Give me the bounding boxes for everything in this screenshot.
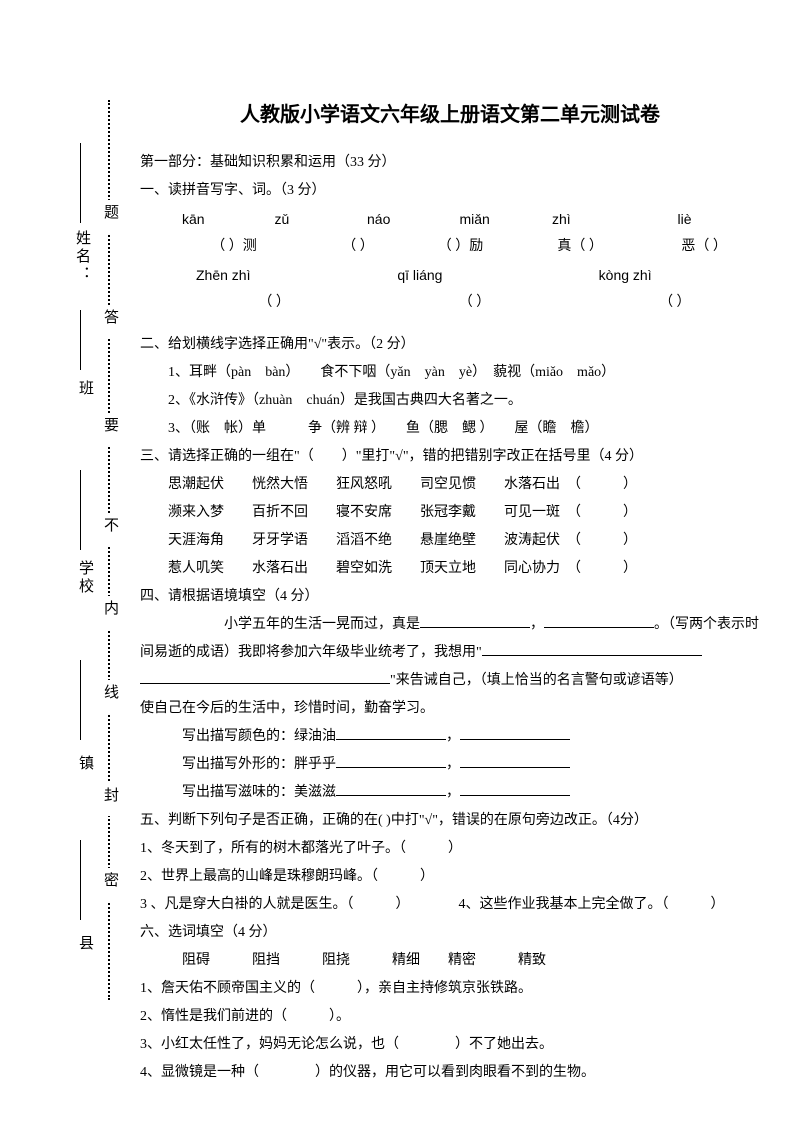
blank: （ ）测	[161, 233, 307, 261]
q1-blank-row2: （ ） （ ） （ ）	[140, 289, 760, 317]
q4-text: 写出描写外形的：胖乎乎	[182, 757, 336, 772]
q4-text: 间易逝的成语）我即将参加六年级毕业统考了，我想用"	[140, 645, 482, 660]
binding-label-class: 班	[75, 380, 96, 398]
main-content: 人教版小学语文六年级上册语文第二单元测试卷 第一部分：基础知识积累和运用（33 …	[140, 95, 760, 1087]
binding-char-7: 封	[100, 783, 121, 816]
q4-heading: 四、请根据语境填空（4 分）	[140, 583, 760, 611]
pinyin: miǎn	[460, 205, 543, 233]
q6-line4: 4、显微镜是一种（ ）的仪器，用它可以看到肉眼看不到的生物。	[140, 1059, 760, 1087]
q4-green: 写出描写颜色的：绿油油，	[140, 723, 760, 751]
q3-line: 天涯海角 牙牙学语 滔滔不绝 悬崖绝壁 波涛起伏 （ ）	[140, 527, 760, 555]
pinyin: kān	[182, 205, 265, 233]
binding-char-1: 题	[100, 200, 121, 233]
q4-text	[140, 611, 224, 639]
blank: （ ）励	[409, 233, 512, 261]
pinyin: qī liáng	[397, 261, 558, 289]
blank: （ ）	[315, 233, 401, 261]
q1-pinyin-row1: kān zǔ náo miǎn zhì liè	[140, 205, 760, 233]
fill-blank[interactable]	[336, 726, 446, 740]
q6-line1: 1、詹天佑不顾帝国主义的（ ），亲自主持修筑京张铁路。	[140, 975, 760, 1003]
fill-blank[interactable]	[460, 726, 570, 740]
q4-body3: "来告诫自己，（填上恰当的名言警句或谚语等）	[140, 667, 760, 695]
blank: （ ）	[389, 289, 559, 317]
binding-label-town: 镇	[75, 755, 96, 773]
binding-underline-name	[80, 143, 81, 223]
binding-label-name: 姓名：	[72, 230, 93, 284]
fill-blank[interactable]	[420, 614, 530, 628]
binding-char-8: 密	[100, 868, 121, 901]
q5-line1: 1、冬天到了，所有的树木都落光了叶子。（ ）	[140, 835, 760, 863]
fill-blank[interactable]	[482, 642, 702, 656]
q6-line3: 3、小红太任性了，妈妈无论怎么说，也（ ）不了她出去。	[140, 1031, 760, 1059]
fill-blank[interactable]	[544, 614, 654, 628]
exam-title: 人教版小学语文六年级上册语文第二单元测试卷	[140, 95, 760, 135]
blank: （ ）	[189, 289, 359, 317]
binding-char-2: 答	[100, 305, 121, 338]
q2-line1: 1、耳畔（pàn bàn） 食不下咽（yǎn yàn yè） 藐视（miǎo m…	[140, 359, 760, 387]
q1-heading: 一、读拼音写字、词。（3 分）	[140, 177, 760, 205]
binding-char-5: 内	[100, 596, 121, 629]
binding-underline-county	[80, 840, 81, 920]
pinyin: liè	[678, 205, 761, 233]
binding-underline-town	[80, 660, 81, 740]
pinyin: Zhēn zhì	[196, 261, 357, 289]
pinyin: kòng zhì	[599, 261, 760, 289]
q4-body: 小学五年的生活一晃而过，真是，。（写两个表示时	[140, 611, 760, 639]
binding-char-3: 要	[100, 413, 121, 446]
q4-text: 小学五年的生活一晃而过，真是	[224, 617, 420, 632]
part1-heading: 第一部分：基础知识积累和运用（33 分）	[140, 149, 760, 177]
q6-words: 阻碍 阻挡 阻挠 精细 精密 精致	[140, 947, 760, 975]
fill-blank[interactable]	[336, 782, 446, 796]
q4-text: 写出描写滋味的：美滋滋	[182, 785, 336, 800]
binding-char-6: 线	[100, 680, 121, 713]
binding-dotted-line	[108, 100, 110, 1000]
pinyin: náo	[367, 205, 450, 233]
fill-blank[interactable]	[460, 754, 570, 768]
q4-text: "来告诫自己，（填上恰当的名言警句或谚语等）	[390, 673, 683, 688]
binding-label-county: 县	[75, 935, 96, 953]
pinyin: zǔ	[275, 205, 358, 233]
q2-line2: 2、《水浒传》（zhuàn chuán）是我国古典四大名著之一。	[140, 387, 760, 415]
blank: 真（ ）	[520, 233, 640, 261]
q6-heading: 六、选词填空（4 分）	[140, 919, 760, 947]
q5-line3: 3 、凡是穿大白褂的人就是医生。（ ） 4、这些作业我基本上完全做了。（ ）	[140, 891, 760, 919]
q4-text: 。（写两个表示时	[654, 617, 759, 632]
q2-heading: 二、给划横线字选择正确用"√"表示。（2 分）	[140, 331, 760, 359]
q2-line3: 3、（账 帐）单 争（辨 辩 ） 鱼（腮 鳃 ） 屋（瞻 檐）	[140, 415, 760, 443]
blank: 恶（ ）	[648, 233, 760, 261]
q1-blank-row1: （ ）测 （ ） （ ）励 真（ ） 恶（ ）	[140, 233, 760, 261]
binding-label-school: 学校	[75, 560, 96, 596]
binding-char-4: 不	[100, 513, 121, 546]
pinyin: zhì	[552, 205, 668, 233]
fill-blank[interactable]	[336, 754, 446, 768]
q4-body2: 间易逝的成语）我即将参加六年级毕业统考了，我想用"	[140, 639, 760, 667]
q3-line: 惹人叽笑 水落石出 碧空如洗 顶天立地 同心协力 （ ）	[140, 555, 760, 583]
q3-line: 濒来入梦 百折不回 寝不安席 张冠李戴 可见一斑 （ ）	[140, 499, 760, 527]
q1-pinyin-row2: Zhēn zhì qī liáng kòng zhì	[140, 261, 760, 289]
q3-line: 思潮起伏 恍然大悟 狂风怒吼 司空见惯 水落石出 （ ）	[140, 471, 760, 499]
blank: （ ）	[590, 289, 760, 317]
q5-line2: 2、世界上最高的山峰是珠穆朗玛峰。（ ）	[140, 863, 760, 891]
binding-underline-class	[80, 310, 81, 370]
fill-blank[interactable]	[140, 670, 390, 684]
q6-line2: 2、惰性是我们前进的（ ）。	[140, 1003, 760, 1031]
q4-body4: 使自己在今后的生活中，珍惜时间，勤奋学习。	[140, 695, 760, 723]
q4-fat: 写出描写外形的：胖乎乎，	[140, 751, 760, 779]
q3-heading: 三、请选择正确的一组在"（ ）"里打"√"，错的把错别字改正在括号里（4 分）	[140, 443, 760, 471]
q4-text: 写出描写颜色的：绿油油	[182, 729, 336, 744]
fill-blank[interactable]	[460, 782, 570, 796]
binding-underline-school	[80, 470, 81, 550]
q5-heading: 五、判断下列句子是否正确，正确的在( )中打"√"，错误的在原句旁边改正。（4分…	[140, 807, 760, 835]
q4-taste: 写出描写滋味的：美滋滋，	[140, 779, 760, 807]
